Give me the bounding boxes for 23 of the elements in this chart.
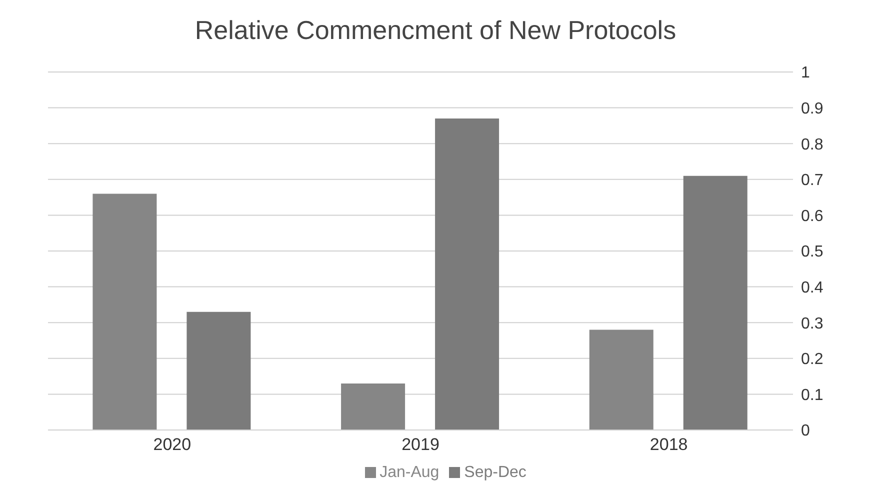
x-tick-label: 2019 [402,435,440,454]
bar [589,330,654,430]
y-tick-label: 0.4 [801,279,824,296]
bar [186,312,251,430]
y-tick-label: 0.3 [801,315,824,332]
bar [341,383,406,430]
bar [435,118,500,430]
bar [92,194,157,430]
y-tick-label: 0.6 [801,208,824,225]
y-tick-label: 0.5 [801,244,824,261]
y-tick-label: 0.7 [801,172,824,190]
y-tick-label: 0.1 [801,386,824,404]
y-tick-label: 0 [801,422,810,440]
chart-title: Relative Commencment of New Protocols [194,14,678,47]
y-tick-label: 0.2 [801,351,824,368]
y-tick-label: 0.8 [801,136,824,154]
y-tick-label: 0.9 [801,100,824,118]
legend-label: Jan-Aug [380,464,440,481]
x-tick-label: 2020 [153,435,192,454]
legend-label: Sep-Dec [464,464,526,481]
x-tick-label: 2018 [650,435,688,454]
bar [683,176,748,430]
y-tick-label: 1 [801,64,810,82]
